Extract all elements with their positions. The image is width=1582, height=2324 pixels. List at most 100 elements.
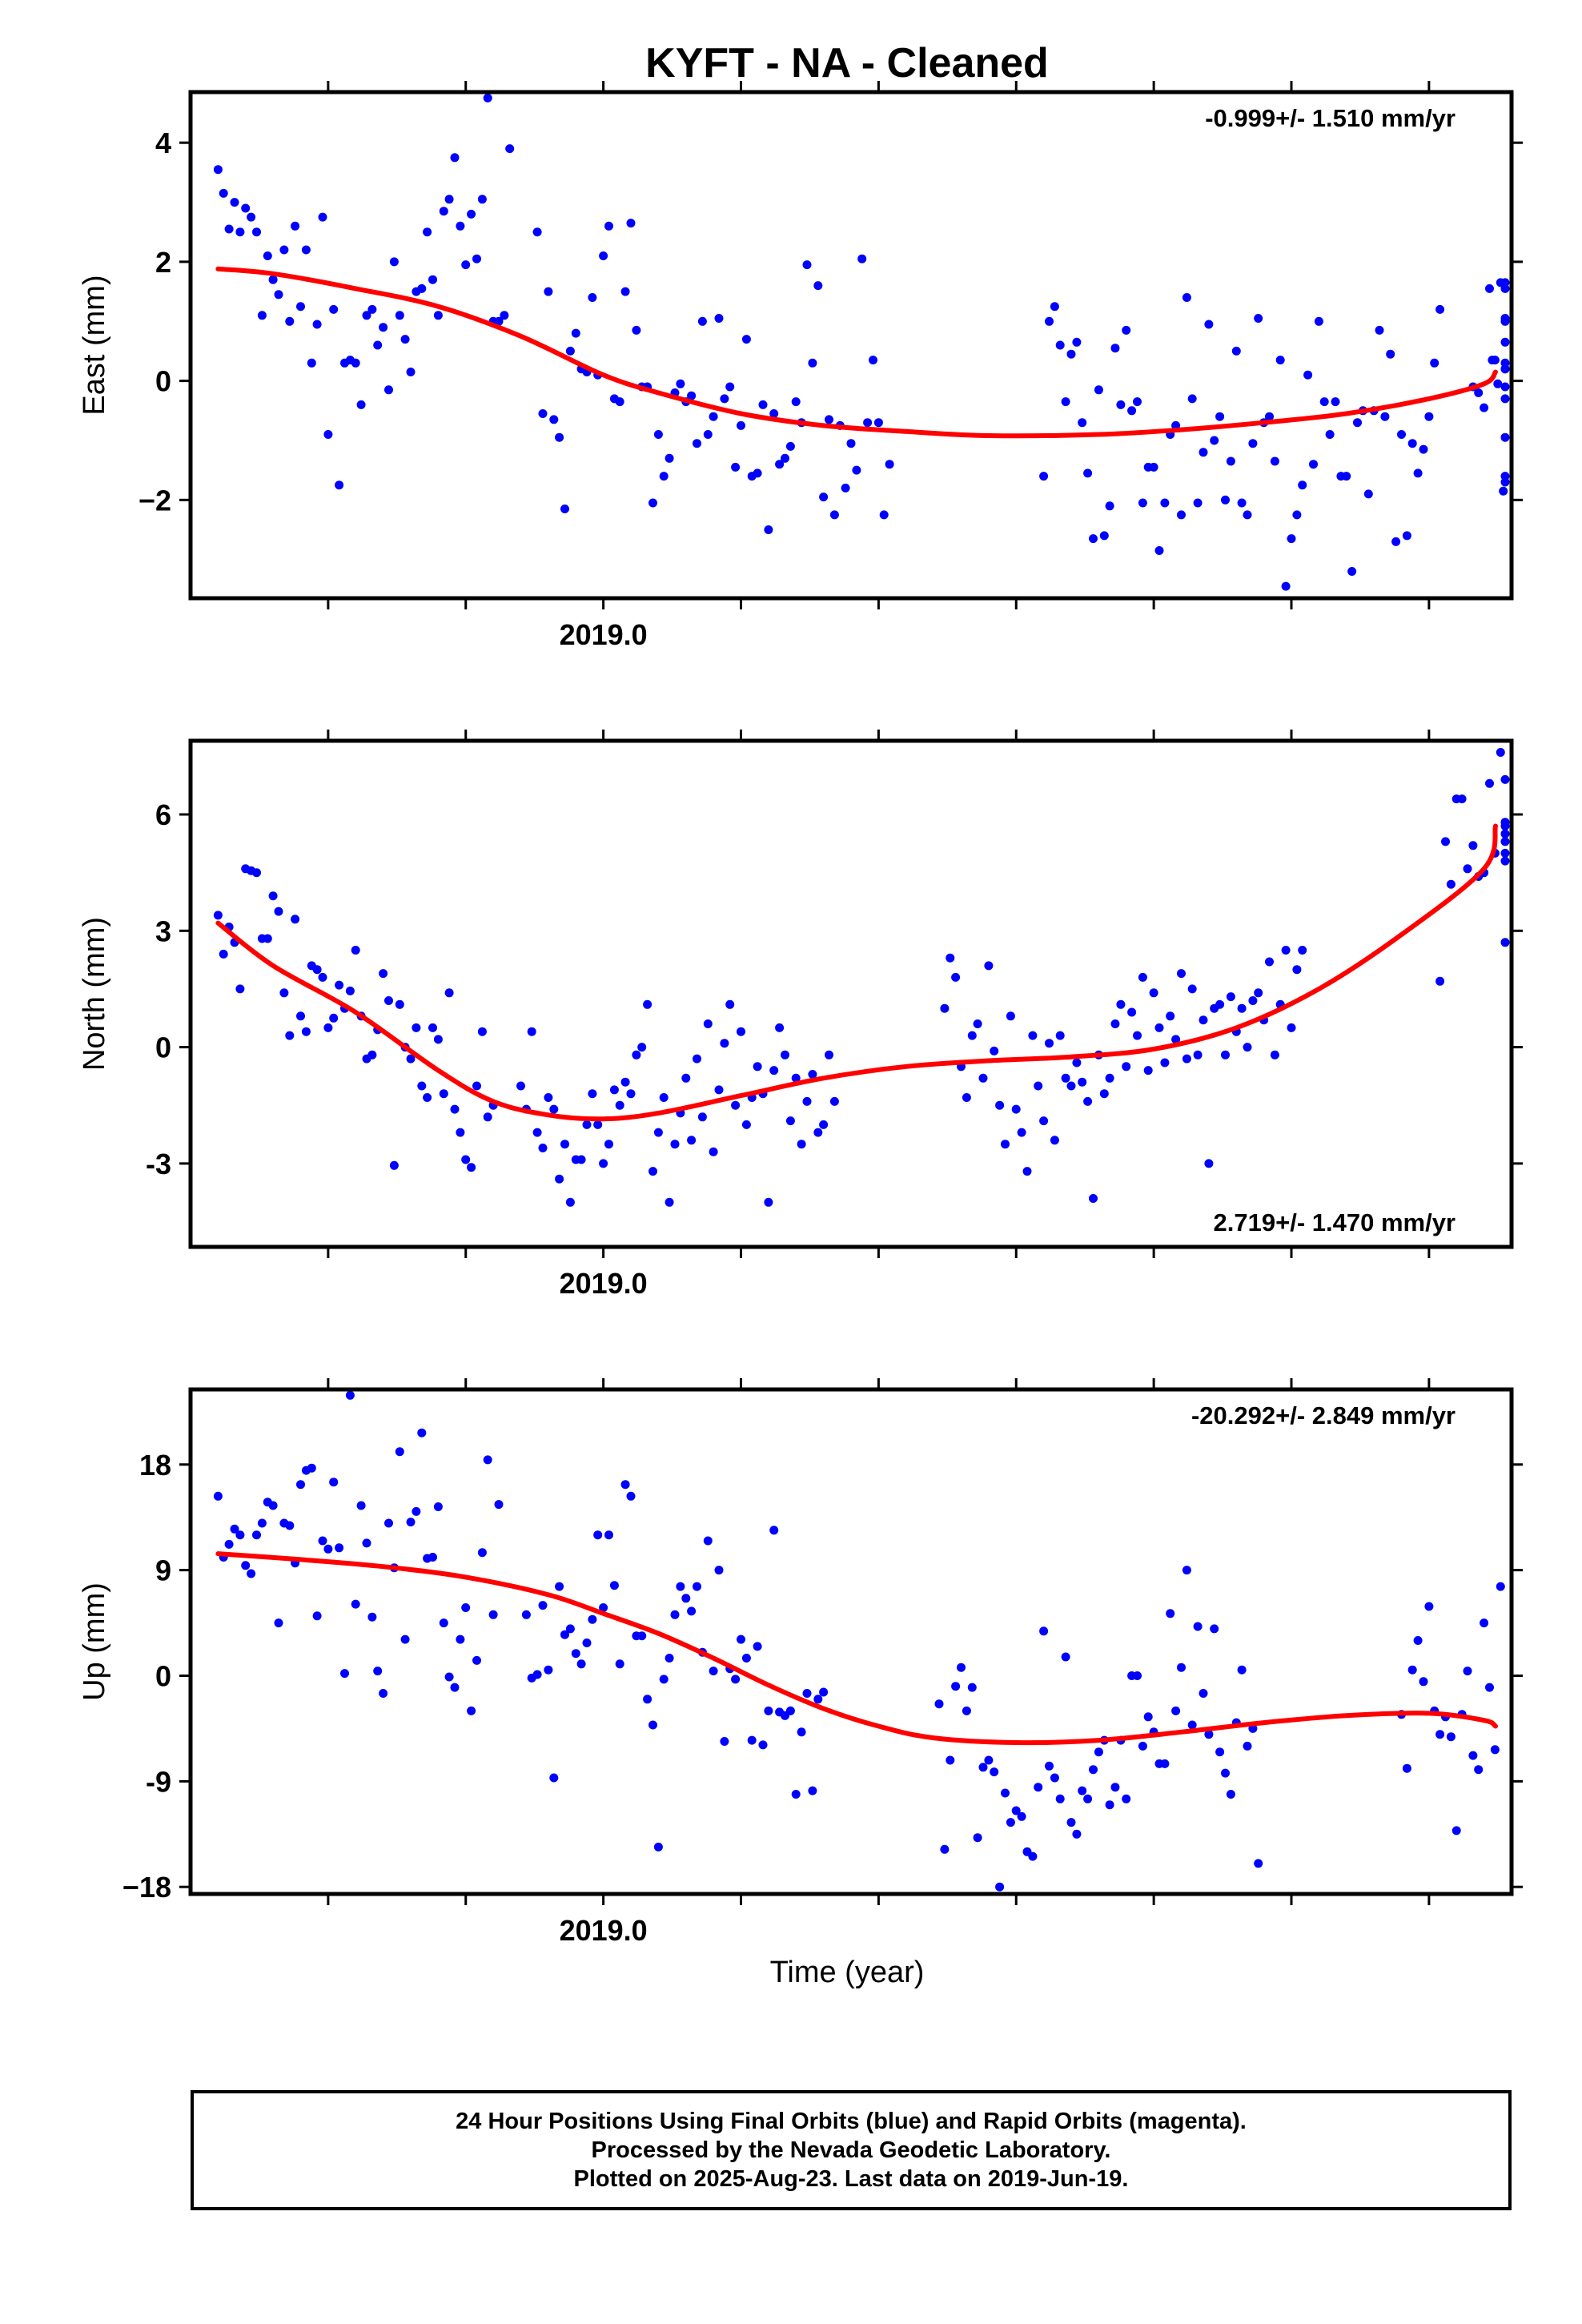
data-point [472, 1655, 481, 1665]
data-point [538, 1601, 548, 1610]
data-point [758, 400, 768, 409]
data-point [318, 1536, 327, 1546]
data-point [1419, 1677, 1428, 1687]
data-point [1138, 972, 1147, 982]
data-point [1500, 432, 1510, 442]
data-point [367, 304, 377, 314]
data-point [1402, 531, 1411, 541]
data-point [439, 1618, 448, 1628]
data-point [1314, 316, 1323, 326]
data-point [819, 493, 829, 502]
data-point [263, 251, 272, 260]
data-point [1500, 837, 1510, 846]
data-point [335, 980, 344, 990]
data-point [609, 1085, 619, 1095]
data-point [1243, 1043, 1252, 1052]
data-point [1133, 1031, 1142, 1040]
data-point [1122, 325, 1131, 335]
data-point [808, 358, 817, 368]
data-point [351, 358, 360, 368]
data-point [1055, 340, 1065, 350]
data-point [467, 209, 476, 219]
data-point [758, 1740, 768, 1750]
data-point [731, 1675, 741, 1684]
data-point [962, 1706, 971, 1715]
chart-title: KYFT - NA - Cleaned [645, 40, 1049, 86]
data-point [1154, 1023, 1164, 1032]
data-point [1237, 1665, 1247, 1675]
data-point [659, 1093, 669, 1102]
data-point [373, 340, 383, 350]
data-point [1281, 946, 1291, 955]
data-point [1089, 1765, 1098, 1775]
data-point [1199, 1689, 1208, 1698]
data-point [461, 1155, 471, 1164]
data-point [544, 1665, 553, 1675]
data-point [725, 999, 735, 1009]
data-point [829, 510, 839, 520]
data-point [1193, 1050, 1203, 1059]
data-point [703, 1536, 713, 1546]
data-point [1435, 304, 1445, 314]
data-point [456, 1634, 465, 1644]
data-point [291, 221, 300, 231]
data-point [1022, 1167, 1032, 1176]
data-point [1154, 546, 1164, 555]
data-point [1204, 1730, 1214, 1739]
data-point [576, 1659, 586, 1669]
data-point [802, 1096, 812, 1106]
data-point [769, 1066, 779, 1076]
data-point [472, 1081, 481, 1091]
panel-3: 2019.0 18 9 0 -9 −18 Up (mm) -20.292+/- 2.849 m… [78, 1378, 1523, 1947]
data-point [565, 346, 575, 356]
data-point [1055, 1794, 1065, 1803]
data-point [604, 1140, 613, 1149]
data-point [318, 212, 327, 222]
data-point [1011, 1104, 1021, 1114]
data-point [1089, 1194, 1098, 1203]
data-point [467, 1163, 476, 1172]
data-point [560, 1630, 569, 1639]
data-point [753, 1062, 762, 1072]
data-point [1171, 1035, 1181, 1044]
data-point [1441, 837, 1450, 846]
data-point [274, 1618, 283, 1628]
data-point [219, 949, 228, 959]
data-point [1226, 456, 1235, 466]
data-point [312, 1611, 322, 1621]
data-point [665, 1654, 674, 1663]
data-point [488, 1610, 498, 1619]
data-point [571, 1649, 580, 1659]
data-point [1248, 439, 1258, 448]
data-point [555, 1174, 564, 1184]
data-point [1177, 1663, 1186, 1672]
trend-fit-line [215, 266, 1498, 439]
data-point [362, 311, 371, 320]
data-point [1270, 456, 1279, 466]
data-point [709, 412, 718, 421]
data-point [235, 984, 245, 994]
data-point [1034, 1783, 1043, 1792]
data-point [703, 1019, 713, 1028]
panels: 2019.0 4 2 0 −2 East (mm) -0.999+/- 1.510 mm/y… [78, 81, 1523, 1947]
data-point [1006, 1011, 1015, 1021]
data-point [1226, 992, 1235, 1002]
data-point [417, 283, 427, 293]
data-point [351, 946, 360, 955]
data-points [213, 93, 1510, 591]
y-axis-label: Up (mm) [78, 1582, 111, 1701]
data-point [885, 460, 894, 469]
data-point [1380, 412, 1390, 421]
data-point [450, 153, 460, 163]
data-point [279, 245, 289, 255]
data-point [1281, 581, 1291, 591]
data-point [697, 1112, 707, 1122]
data-point [301, 1027, 311, 1036]
data-point [428, 1023, 437, 1032]
data-point [235, 1530, 245, 1540]
data-point [1499, 486, 1508, 496]
data-point [951, 1682, 961, 1691]
data-point [555, 1582, 564, 1591]
data-point [781, 453, 789, 463]
data-point [1292, 510, 1302, 520]
